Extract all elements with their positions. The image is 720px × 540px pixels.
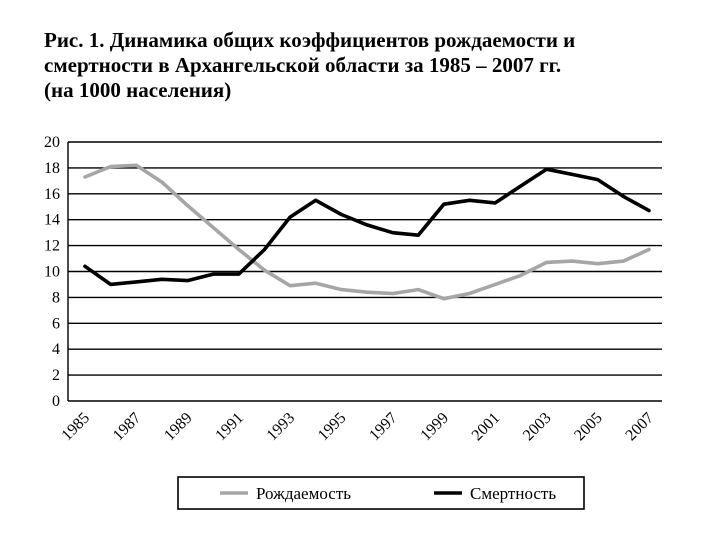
- chart-title-line-2: смертности в Архангельской области за 19…: [44, 53, 562, 77]
- x-tick-label: 2003: [520, 409, 555, 444]
- x-tick-label: 1987: [110, 409, 145, 444]
- x-tick-label: 1997: [366, 409, 401, 444]
- y-tick-label: 16: [44, 186, 60, 203]
- x-tick-label: 2007: [622, 409, 657, 444]
- chart-title: Рис. 1. Динамика общих коэффициентов рож…: [44, 28, 704, 103]
- y-tick-label: 12: [44, 238, 60, 255]
- x-tick-label: 1999: [417, 409, 452, 444]
- y-tick-label: 14: [44, 212, 60, 229]
- legend-label: Рождаемость: [256, 484, 351, 503]
- y-tick-label: 6: [52, 315, 60, 332]
- y-tick-label: 20: [44, 134, 60, 151]
- x-tick-label: 2005: [571, 409, 606, 444]
- grid-lines: [67, 141, 662, 402]
- x-axis-ticks: 1985 1987 1989 1991 1993 1995 1997 1999 2001 2003…: [58, 409, 657, 444]
- y-tick-label: 18: [44, 160, 60, 177]
- x-tick-label: 1995: [315, 409, 350, 444]
- x-tick-label: 1989: [161, 409, 196, 444]
- y-tick-label: 4: [52, 341, 60, 358]
- legend: Рождаемость Смертность: [177, 476, 585, 510]
- y-tick-label: 10: [44, 264, 60, 281]
- y-tick-label: 2: [52, 367, 60, 384]
- chart-title-line-3: (на 1000 населения): [44, 78, 232, 102]
- x-tick-label: 1985: [58, 409, 93, 444]
- x-tick-label: 1991: [212, 409, 247, 444]
- series-lines: [83, 163, 651, 301]
- y-tick-label: 8: [52, 289, 60, 306]
- legend-label: Смертность: [470, 484, 556, 503]
- series-line-death-rate: [83, 167, 651, 287]
- x-tick-label: 1993: [264, 409, 299, 444]
- x-tick-label: 2001: [469, 409, 504, 444]
- y-tick-label: 0: [52, 393, 60, 410]
- chart-title-line-1: Рис. 1. Динамика общих коэффициентов рож…: [44, 28, 576, 52]
- y-axis-ticks: 0 2 4 6 8 10 12 14 16 18 20: [44, 134, 60, 410]
